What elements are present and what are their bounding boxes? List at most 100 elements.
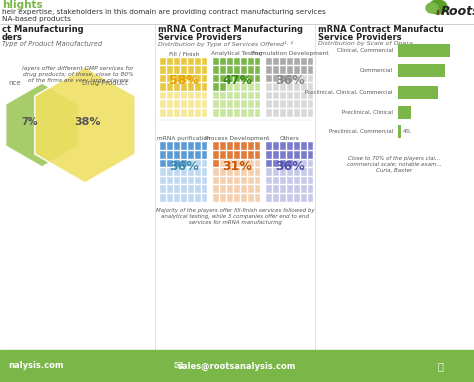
Bar xyxy=(280,83,286,91)
Bar xyxy=(301,92,307,99)
Bar xyxy=(301,66,307,74)
Bar xyxy=(213,160,219,167)
Bar xyxy=(255,151,261,159)
Bar xyxy=(241,177,247,185)
Bar xyxy=(195,185,201,193)
Bar xyxy=(308,168,313,176)
Bar xyxy=(255,194,261,201)
Bar xyxy=(301,83,307,91)
Polygon shape xyxy=(35,67,135,183)
Bar xyxy=(241,185,247,193)
Bar xyxy=(266,74,273,82)
Bar xyxy=(255,185,261,193)
Bar xyxy=(174,160,180,167)
Bar xyxy=(273,109,279,117)
Text: ✉: ✉ xyxy=(173,361,182,371)
Bar xyxy=(201,168,208,176)
Bar xyxy=(188,83,194,91)
Bar xyxy=(188,194,194,201)
Bar xyxy=(294,100,300,108)
Bar xyxy=(188,151,194,159)
Text: NA-based products: NA-based products xyxy=(2,16,71,22)
Text: hlights: hlights xyxy=(2,0,43,10)
Bar xyxy=(227,194,233,201)
Bar xyxy=(294,74,300,82)
Bar xyxy=(248,177,254,185)
Bar xyxy=(213,100,219,108)
Text: nce: nce xyxy=(9,80,21,86)
Bar xyxy=(301,100,307,108)
Bar xyxy=(266,151,273,159)
Bar xyxy=(266,177,273,185)
Bar xyxy=(167,142,173,150)
Text: Fill / Finish: Fill / Finish xyxy=(169,51,199,56)
Text: Preclinical, Commercial: Preclinical, Commercial xyxy=(329,129,393,134)
Bar xyxy=(227,92,233,99)
Bar xyxy=(294,66,300,74)
Bar xyxy=(234,74,240,82)
Bar xyxy=(287,100,293,108)
Bar xyxy=(301,185,307,193)
Bar xyxy=(241,151,247,159)
Text: 36%: 36% xyxy=(275,160,305,173)
Bar xyxy=(273,151,279,159)
Bar xyxy=(227,83,233,91)
Bar xyxy=(227,74,233,82)
Bar xyxy=(234,109,240,117)
Bar xyxy=(195,151,201,159)
Text: Preclinical, Clinical: Preclinical, Clinical xyxy=(342,110,393,115)
Bar xyxy=(181,177,187,185)
Bar xyxy=(195,92,201,99)
Bar xyxy=(280,168,286,176)
Bar xyxy=(248,66,254,74)
Bar xyxy=(167,58,173,65)
Text: layers offer different GMP services for
drug products; of these, close to 80%
of: layers offer different GMP services for … xyxy=(22,66,134,83)
Bar xyxy=(167,177,173,185)
Bar xyxy=(167,92,173,99)
Bar xyxy=(248,142,254,150)
Bar xyxy=(287,83,293,91)
Polygon shape xyxy=(6,83,78,167)
Bar xyxy=(181,168,187,176)
Bar xyxy=(174,66,180,74)
Bar xyxy=(248,92,254,99)
Bar xyxy=(301,142,307,150)
Bar xyxy=(201,194,208,201)
Bar xyxy=(234,92,240,99)
Bar xyxy=(161,194,166,201)
Bar xyxy=(213,92,219,99)
Bar xyxy=(213,74,219,82)
Bar xyxy=(227,160,233,167)
Bar xyxy=(266,92,273,99)
Bar xyxy=(220,185,226,193)
Bar xyxy=(273,100,279,108)
Bar xyxy=(220,66,226,74)
Bar xyxy=(398,106,411,119)
Bar xyxy=(161,168,166,176)
Bar xyxy=(266,185,273,193)
Bar xyxy=(213,83,219,91)
Bar xyxy=(287,92,293,99)
Text: 47%: 47% xyxy=(222,74,252,87)
Bar xyxy=(255,100,261,108)
Bar xyxy=(308,194,313,201)
Bar xyxy=(195,109,201,117)
Bar xyxy=(174,83,180,91)
Text: 58%: 58% xyxy=(169,74,199,87)
Bar xyxy=(287,142,293,150)
Bar xyxy=(308,160,313,167)
Bar xyxy=(167,160,173,167)
Bar xyxy=(266,100,273,108)
Bar xyxy=(167,151,173,159)
Text: Preclinical, Clinical, Commercial: Preclinical, Clinical, Commercial xyxy=(306,90,393,95)
Bar xyxy=(308,74,313,82)
Bar xyxy=(213,168,219,176)
Bar xyxy=(255,92,261,99)
Text: mRNA purification: mRNA purification xyxy=(157,136,211,141)
Bar xyxy=(201,74,208,82)
Bar xyxy=(188,92,194,99)
Text: Distribution by Type of Services Offered¹· ²: Distribution by Type of Services Offered… xyxy=(158,41,293,47)
Bar xyxy=(287,74,293,82)
Text: mRNA Contract Manufactu: mRNA Contract Manufactu xyxy=(318,25,444,34)
Text: 7%: 7% xyxy=(22,117,38,127)
